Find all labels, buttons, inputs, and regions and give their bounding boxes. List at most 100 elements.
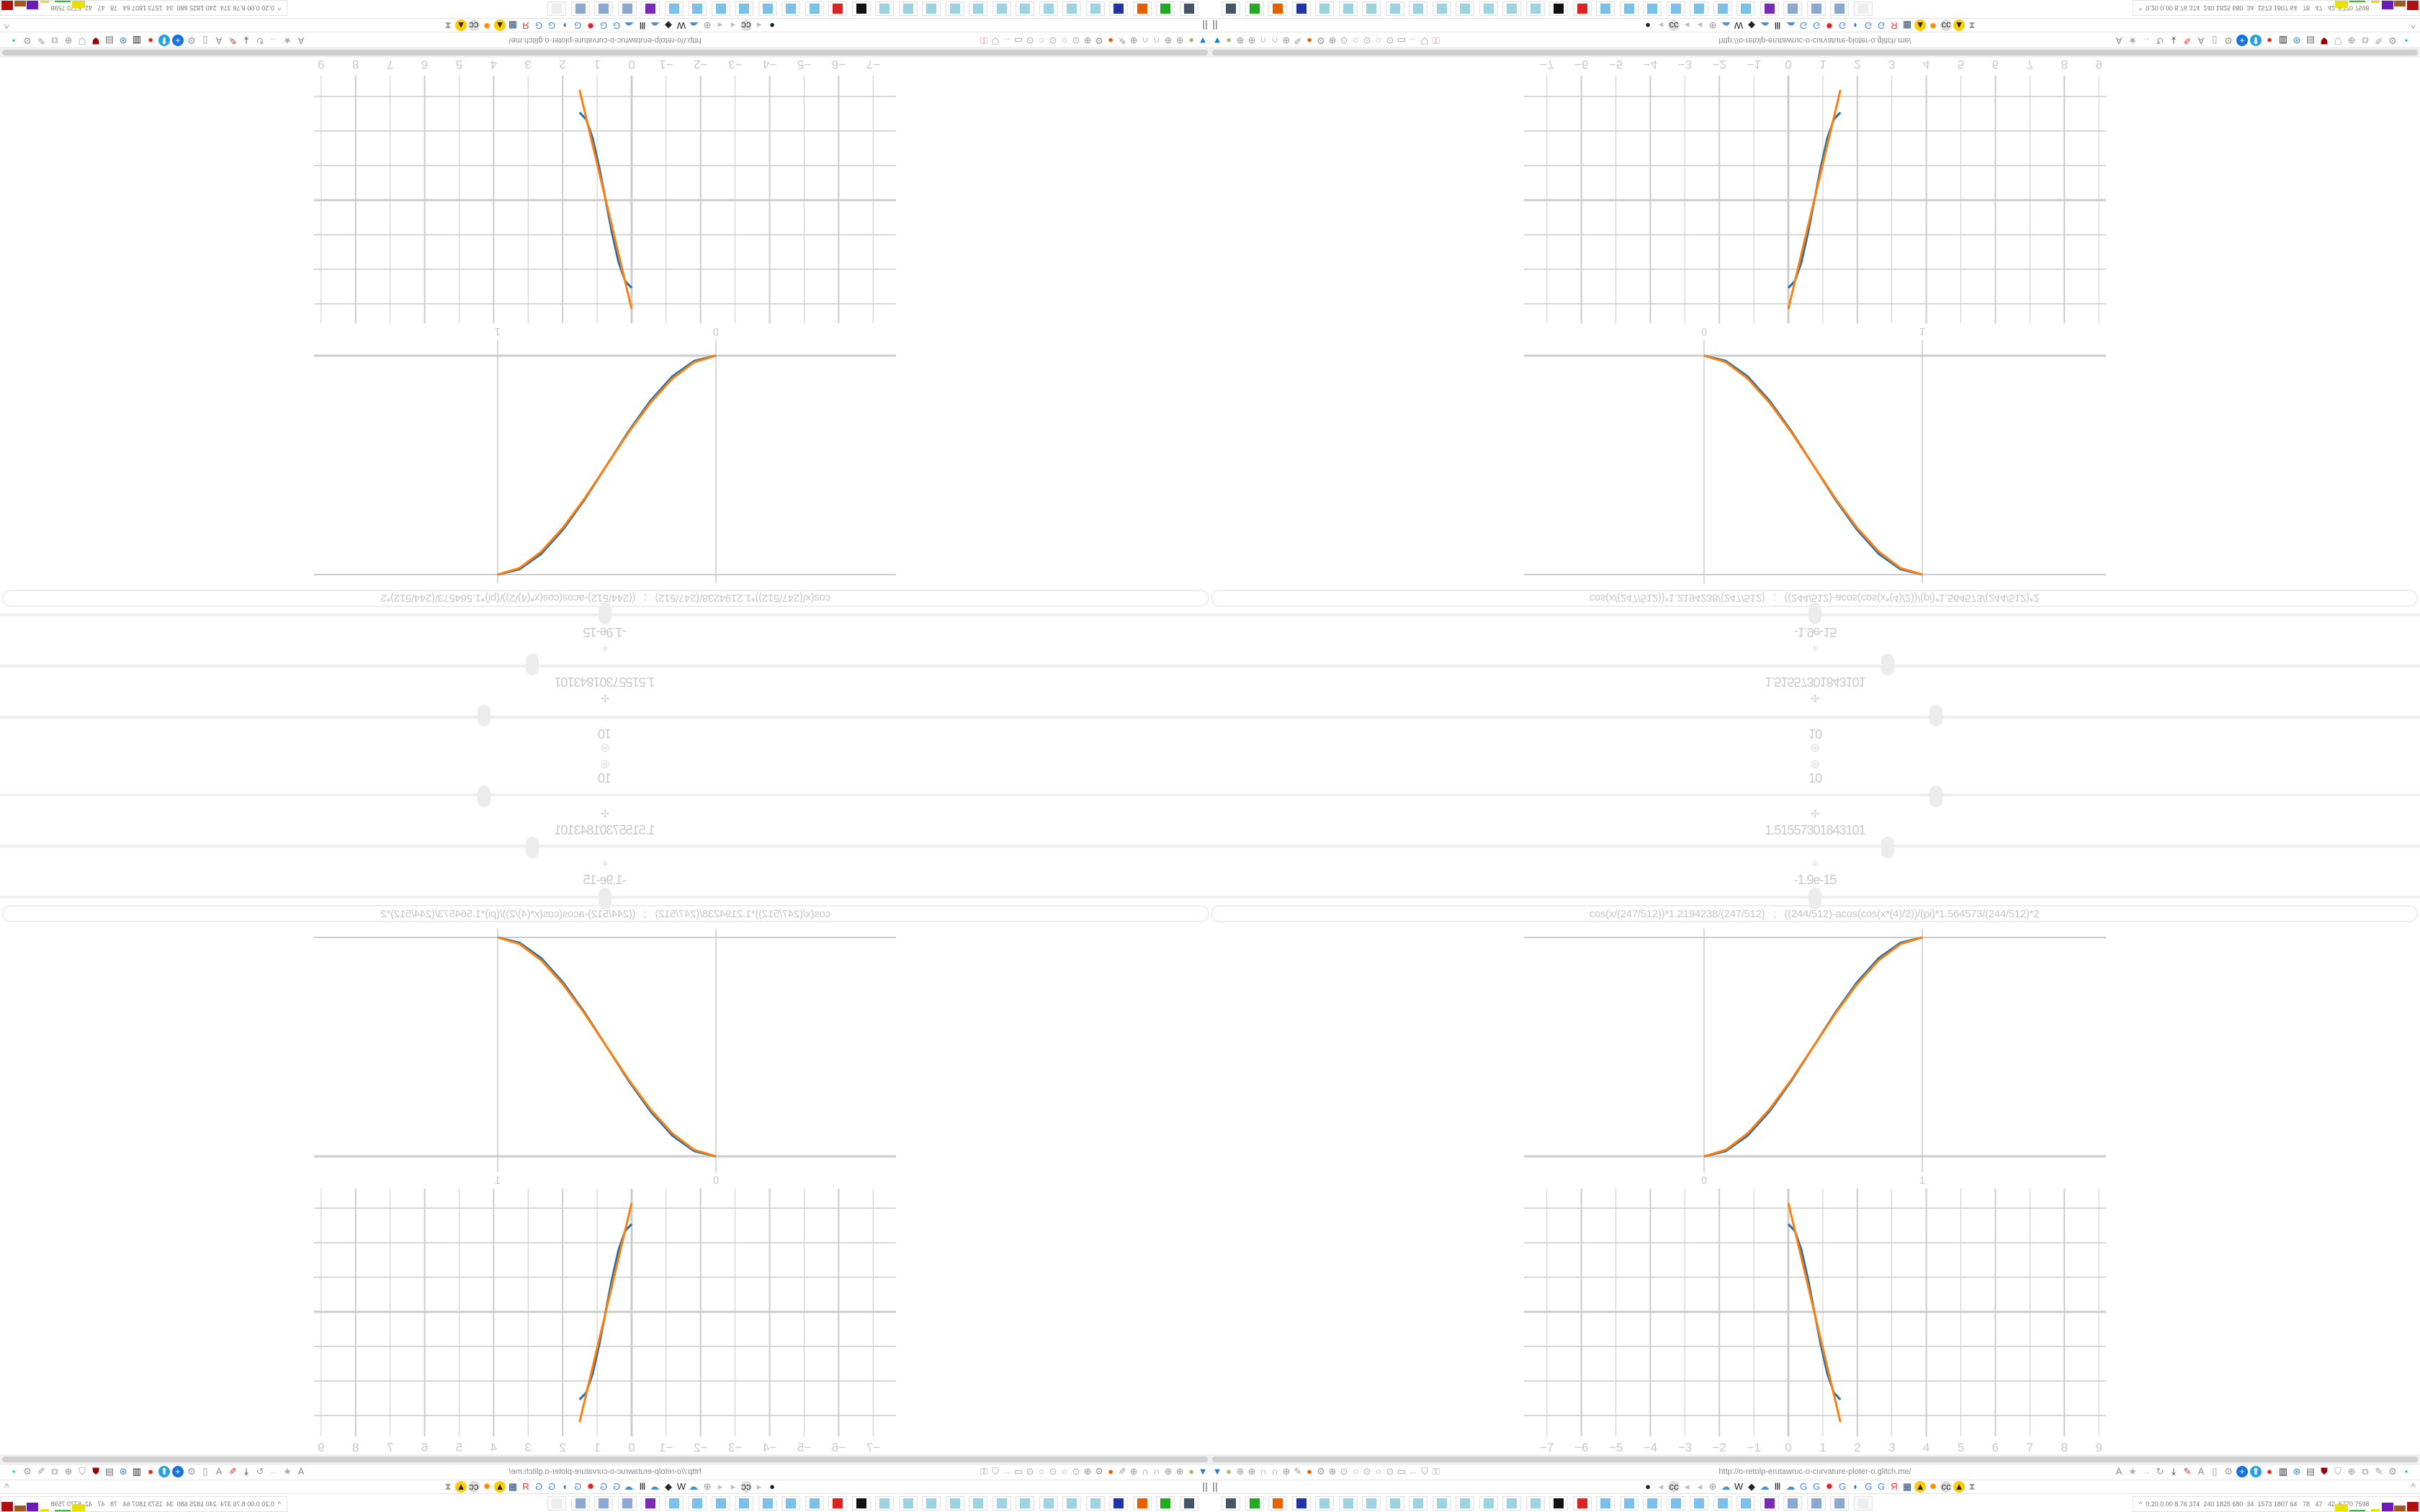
plus-icon[interactable]: +: [172, 35, 184, 46]
trash-icon[interactable]: ▥: [2278, 35, 2288, 46]
calculator-app[interactable]: [1736, 1, 1755, 16]
monitor-app[interactable]: [1222, 1496, 1240, 1511]
grid-icon[interactable]: ▦: [1902, 20, 1912, 31]
cloud-icon[interactable]: ☁: [624, 20, 635, 31]
slider2-track[interactable]: [1210, 845, 2420, 847]
wikipedia-icon[interactable]: W: [1734, 1481, 1744, 1492]
blank-app[interactable]: [547, 1, 567, 16]
slider1-thumb[interactable]: [1930, 786, 1942, 807]
gear-icon[interactable]: ⚙: [2224, 35, 2233, 46]
notepad-app[interactable]: [899, 1, 918, 16]
cloud-icon[interactable]: ☁: [1760, 1481, 1770, 1492]
clock-icon[interactable]: ●: [1645, 20, 1651, 31]
sun-icon[interactable]: ✹: [483, 1481, 491, 1492]
notepad-app[interactable]: [1479, 1496, 1498, 1511]
calculator-app[interactable]: [1713, 1496, 1732, 1511]
floppy-app[interactable]: [1109, 1496, 1129, 1511]
hourglass-icon[interactable]: ⧗: [1968, 20, 1976, 31]
yandex-icon[interactable]: Я: [522, 20, 529, 31]
star-icon[interactable]: ★: [283, 1466, 292, 1477]
stats-toggle[interactable]: ^: [2139, 1500, 2143, 1508]
pen-icon[interactable]: ✎: [228, 35, 237, 46]
cc-icon[interactable]: cc: [468, 19, 480, 31]
drop-icon[interactable]: ◗: [562, 1481, 568, 1492]
speaker-icon[interactable]: ◂: [717, 1481, 723, 1492]
google-icon[interactable]: G: [573, 20, 582, 31]
speaker-icon[interactable]: ◂: [1684, 20, 1690, 31]
gear-icon[interactable]: ⚙: [2388, 35, 2397, 46]
globe-icon[interactable]: ⊕: [1708, 20, 1717, 31]
gear-icon[interactable]: ⚙: [2388, 1466, 2397, 1477]
file-app[interactable]: [618, 1496, 637, 1511]
sun-icon[interactable]: ✹: [1929, 1481, 1937, 1492]
file-app[interactable]: [618, 1, 637, 16]
gear-icon[interactable]: ⚙: [23, 35, 32, 46]
notepad-app[interactable]: [1062, 1496, 1082, 1511]
calculator-app[interactable]: [665, 1, 684, 16]
notepad-app[interactable]: [1086, 1, 1105, 16]
calculator-app[interactable]: [735, 1, 754, 16]
firefox-app[interactable]: [1133, 1, 1152, 16]
notepad-app[interactable]: [1479, 1, 1498, 16]
dot-icon[interactable]: ⊙: [1340, 1466, 1348, 1477]
photo-icon[interactable]: ▲: [494, 1481, 506, 1493]
google-icon[interactable]: G: [1838, 20, 1847, 31]
slider1-track[interactable]: [1210, 793, 2420, 796]
chart-icon[interactable]: ◆: [1748, 1481, 1755, 1492]
mouse-icon[interactable]: ▯: [2212, 35, 2218, 46]
grid-icon[interactable]: ▦: [1902, 1481, 1912, 1492]
status-dot-icon[interactable]: •: [12, 35, 16, 46]
plus-icon[interactable]: +: [172, 1466, 184, 1477]
trash-icon[interactable]: ▥: [132, 1466, 142, 1477]
cc-icon[interactable]: cc: [1940, 19, 1952, 31]
translate-icon[interactable]: A: [215, 35, 223, 46]
calculator-app[interactable]: [758, 1, 777, 16]
notepad-app[interactable]: [1315, 1, 1334, 16]
columns-icon[interactable]: Ⅲ: [639, 1481, 646, 1492]
notepad-app[interactable]: [1362, 1496, 1381, 1511]
notepad-app[interactable]: [992, 1496, 1011, 1511]
wrench-icon[interactable]: ✎: [37, 35, 45, 46]
notepad-app[interactable]: [1385, 1, 1404, 16]
photo-icon[interactable]: ▲: [455, 1481, 467, 1493]
cc-icon[interactable]: cc: [1668, 1481, 1680, 1493]
notepad-app[interactable]: [1315, 1496, 1334, 1511]
notepad-app[interactable]: [1016, 1, 1035, 16]
speaker-icon[interactable]: ◂: [1697, 1481, 1703, 1492]
floppy-app[interactable]: [1109, 1, 1129, 16]
blank-app[interactable]: [1853, 1496, 1873, 1511]
share-icon[interactable]: ⊛: [2293, 35, 2301, 46]
scrollbar-thumb[interactable]: [2, 50, 1208, 55]
circle-icon[interactable]: ○: [1376, 1466, 1381, 1477]
formula-input[interactable]: cos(x/(247/512))*1.2194238/(247/512) ; (…: [1211, 590, 2418, 607]
calculator-app[interactable]: [1666, 1, 1685, 16]
google-icon[interactable]: G: [1864, 1481, 1873, 1492]
monitor-app[interactable]: [1180, 1496, 1198, 1511]
google-icon[interactable]: G: [1877, 1481, 1886, 1492]
formula-text[interactable]: cos(x/(247/512))*1.2194238/(247/512) ; (…: [1589, 592, 2040, 604]
slider1-thumb[interactable]: [478, 786, 490, 807]
google-icon[interactable]: G: [612, 20, 621, 31]
status-dot-icon[interactable]: •: [2404, 35, 2408, 46]
upload-icon[interactable]: ⬆: [158, 35, 170, 46]
plus-icon[interactable]: +: [2236, 1466, 2248, 1477]
file-app[interactable]: [1806, 1496, 1826, 1511]
cloud-icon[interactable]: ☁: [1721, 1481, 1731, 1492]
slider3-thumb[interactable]: [1809, 888, 1821, 909]
notepad-app[interactable]: [1432, 1, 1451, 16]
floppy-app[interactable]: [1291, 1, 1311, 16]
wrench-icon[interactable]: ✎: [1294, 1466, 1302, 1477]
record-icon[interactable]: ●: [2267, 35, 2272, 46]
translate-icon[interactable]: A: [2197, 1466, 2205, 1477]
monitor-app[interactable]: [1180, 1, 1198, 16]
translate-icon[interactable]: A: [2115, 35, 2123, 46]
shield-icon[interactable]: ⛉: [79, 35, 86, 46]
wrench-icon[interactable]: ✎: [2375, 1466, 2383, 1477]
cc-icon[interactable]: cc: [468, 1481, 480, 1493]
translate-icon[interactable]: A: [2197, 35, 2205, 46]
google-icon[interactable]: G: [547, 1481, 556, 1492]
shield-icon[interactable]: ⛉: [2334, 35, 2341, 46]
calculator-app[interactable]: [805, 1496, 824, 1511]
wikipedia-icon[interactable]: W: [1734, 20, 1744, 31]
scrollbar-thumb[interactable]: [1212, 50, 2418, 55]
